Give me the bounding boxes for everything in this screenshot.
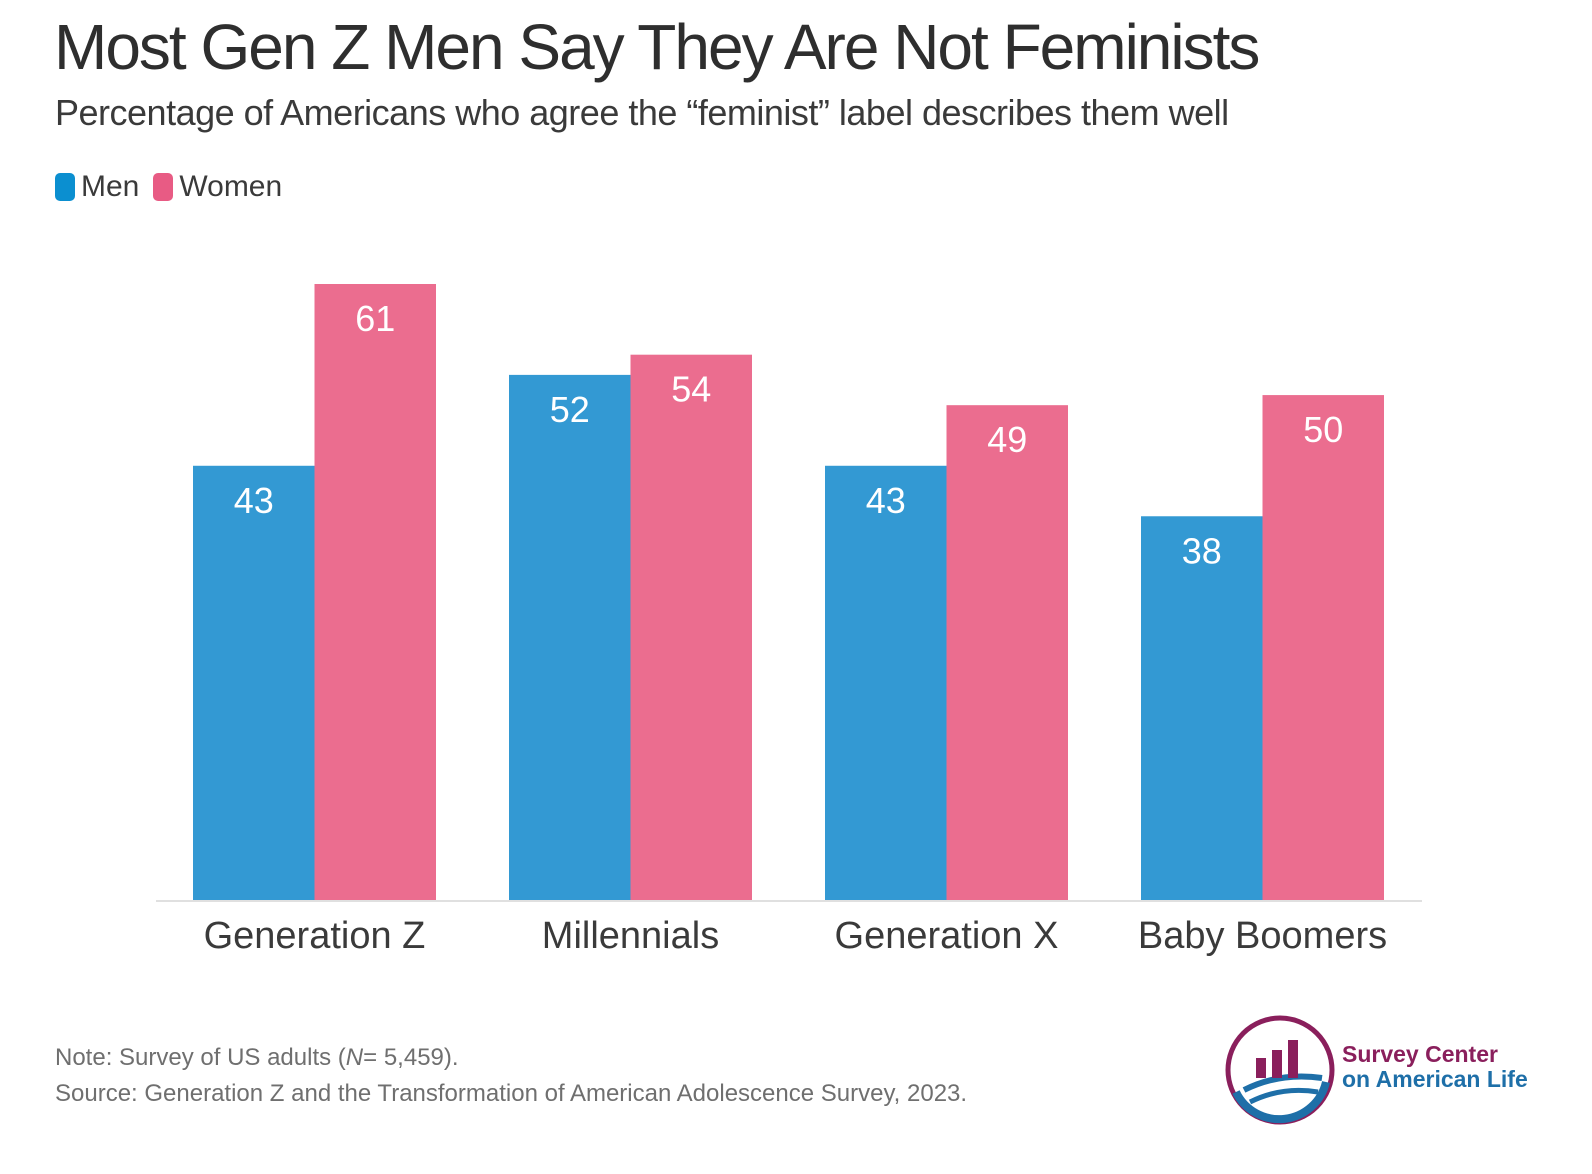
source-line: Source: Generation Z and the Transformat… [55,1080,968,1107]
note-n: N [345,1044,364,1071]
footnote: Note: Survey of US adults (N= 5,459). So… [55,1040,967,1112]
chart-title: Most Gen Z Men Say They Are Not Feminist… [54,11,1260,83]
logo-line-1: Survey Center [1342,1041,1498,1067]
data-label-baby-boomers-men: 38 [1182,530,1222,571]
bar-chart: 43 61 Generation Z 52 54 Millennials 43 49 Gener… [156,284,1422,957]
legend-item-women: Women [153,170,282,204]
x-tick-label-millennials: Millennials [542,915,719,957]
data-label-generation-x-women: 49 [987,419,1027,460]
legend-label-men: Men [81,170,140,203]
bar-generation-x-men [825,465,947,900]
bar-millennials-women [630,354,752,900]
bar-generation-z-men [193,465,315,900]
legend-item-men: Men [55,170,139,204]
data-label-millennials-men: 52 [550,389,590,430]
bar-baby-boomers-men [1141,516,1263,900]
logo-line-2: on American Life [1342,1066,1528,1092]
bar-chart-globe-logo-icon [1225,1015,1335,1125]
data-label-baby-boomers-women: 50 [1303,409,1343,450]
data-label-generation-z-women: 61 [355,298,395,339]
bar-millennials-men [509,374,631,900]
logo-text: Survey Center on American Life [1342,1042,1528,1092]
bar-generation-x-women [946,405,1068,900]
legend-swatch-women [153,173,174,201]
legend-label-women: Women [179,170,283,203]
data-label-generation-z-men: 43 [234,480,274,521]
x-tick-label-generation-z: Generation Z [204,915,426,957]
data-label-generation-x-men: 43 [866,480,906,521]
legend-swatch-men [55,173,75,201]
legend: Men Women [55,170,296,204]
note-suffix: = 5,459). [363,1044,459,1071]
x-tick-label-baby-boomers: Baby Boomers [1138,915,1387,957]
bar-generation-z-women [314,284,436,900]
chart-subtitle: Percentage of Americans who agree the “f… [55,92,1229,133]
survey-center-logo: Survey Center on American Life [1222,1012,1542,1127]
data-label-millennials-women: 54 [671,369,711,410]
note-line: Note: Survey of US adults (N= 5,459). [55,1040,967,1076]
x-tick-label-generation-x: Generation X [835,915,1059,957]
note-prefix: Note: Survey of US adults ( [55,1044,346,1071]
bar-baby-boomers-women [1262,395,1384,900]
